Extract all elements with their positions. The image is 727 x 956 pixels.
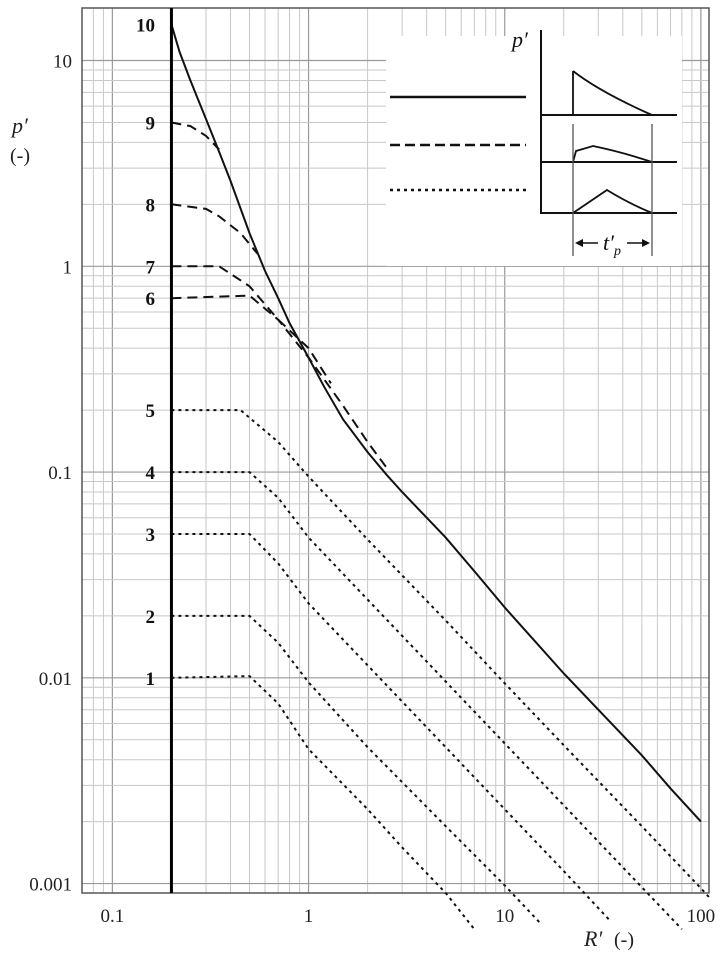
- series-2-label: 2: [146, 607, 156, 628]
- plot-frame: [81, 7, 710, 894]
- series-1-label: 1: [146, 669, 156, 690]
- series-6-curve: [171, 294, 388, 469]
- y-tick-label: 0.1: [48, 463, 72, 484]
- inset-pulse-decay-1: [572, 70, 653, 116]
- duration-label-main: t′: [603, 230, 615, 255]
- x-axis-unit: (-): [614, 929, 634, 951]
- curve-labels: 1 2 3 4 5 6 7 8 9 10: [136, 15, 156, 690]
- series-10-label: 10: [136, 15, 155, 36]
- series-8-label: 8: [146, 195, 156, 216]
- inset-pulse-2: [572, 145, 653, 163]
- tick-labels: 0.1 1 10 100 0.001 0.01 0.1 1 10: [29, 52, 715, 927]
- series-7-curve: [171, 265, 332, 384]
- y-tick-label: 1: [63, 257, 73, 278]
- y-tick-label: 0.01: [39, 669, 72, 690]
- y-tick-label: 10: [53, 52, 72, 73]
- duration-arrowhead-right: [642, 239, 650, 247]
- series-4-curve: [171, 471, 683, 930]
- series-4-label: 4: [146, 463, 156, 484]
- series-1-curve: [171, 675, 476, 930]
- inset-pulse-3: [572, 188, 653, 214]
- envelope-curve: [170, 24, 702, 823]
- series-9-curve: [171, 121, 220, 151]
- x-tick-label: 10: [495, 906, 514, 927]
- x-tick-label: 1: [304, 906, 314, 927]
- series-7-label: 7: [146, 257, 156, 278]
- series-5-curve: [171, 409, 710, 898]
- duration-arrowhead-left: [575, 239, 583, 247]
- series-3-label: 3: [146, 525, 156, 546]
- series-3-curve: [171, 533, 613, 923]
- y-axis-label: p′: [10, 113, 29, 138]
- y-tick-label: 0.001: [29, 875, 72, 896]
- x-tick-label: 0.1: [101, 906, 125, 927]
- series-6-label: 6: [146, 289, 156, 310]
- y-axis-unit: (-): [10, 145, 30, 167]
- series-2-curve: [171, 614, 541, 923]
- series-9-label: 9: [146, 113, 156, 134]
- duration-label: t′p: [603, 230, 621, 259]
- inset-background: [386, 36, 682, 266]
- x-tick-label: 100: [687, 906, 716, 927]
- inset-y-label: p′: [510, 27, 529, 52]
- series-5-label: 5: [146, 401, 156, 422]
- grid: [81, 8, 709, 894]
- series-8-curve: [171, 203, 259, 255]
- duration-label-subscript: p: [613, 244, 621, 259]
- x-axis-label: R′: [583, 926, 603, 951]
- inset-legend: p′ t′p: [386, 27, 682, 266]
- curves: [170, 24, 710, 930]
